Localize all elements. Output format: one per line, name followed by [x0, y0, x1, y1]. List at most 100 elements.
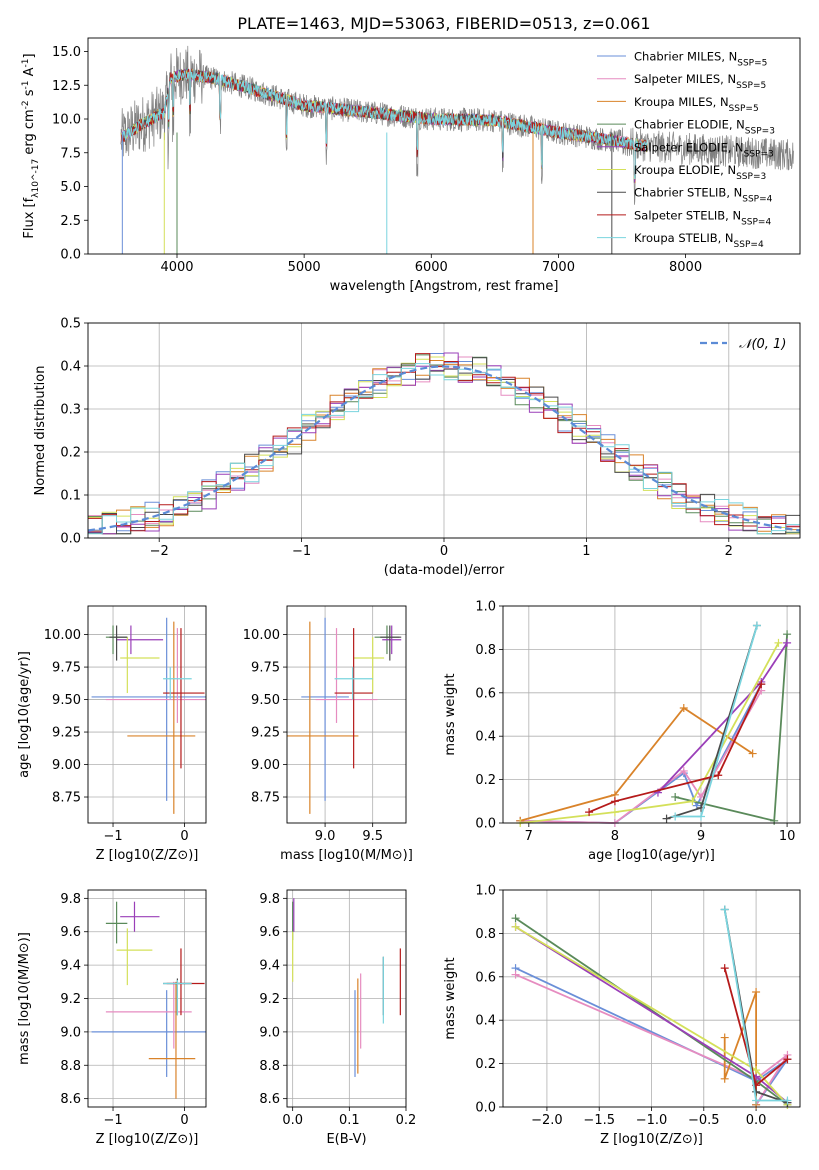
- mass-vs-Z-xlabel: Z [log10(Z/Z⊙)]: [96, 1132, 199, 1147]
- weight-vs-Z-marker: [720, 1033, 729, 1042]
- legend-label: Kroupa MILES, NSSP=5: [634, 95, 759, 114]
- weight-vs-Z-ytick-label: 0.8: [475, 927, 496, 942]
- weight-vs-Z-xlabel: Z [log10(Z/Z⊙)]: [600, 1132, 703, 1147]
- weight-vs-age-marker: [679, 703, 688, 712]
- mass-vs-Z-ylabel: mass [log10(M/M⊙)]: [17, 932, 32, 1065]
- age-vs-mass-ytick-label: 9.00: [251, 758, 280, 773]
- residuals-xtick-label: 1: [582, 544, 590, 559]
- residuals-xlabel: (data-model)/error: [384, 563, 505, 578]
- weight-vs-Z-ytick-label: 0.2: [475, 1057, 496, 1072]
- weight-vs-age-xtick-label: 9: [697, 829, 705, 844]
- spectrum-xtick-label: 8000: [669, 260, 702, 275]
- weight-vs-age-xtick-label: 8: [611, 829, 619, 844]
- age-vs-Z-point: [127, 621, 196, 814]
- spectrum-ytick-label: 5.0: [60, 180, 81, 195]
- weight-vs-age-marker: [697, 812, 705, 821]
- weight-vs-age-marker: [714, 771, 723, 780]
- mass-vs-Z-ytick-label: 9.6: [60, 925, 81, 940]
- age-vs-mass-point: [382, 625, 402, 655]
- residuals-ytick-label: 0.3: [60, 403, 81, 418]
- residuals-ytick-label: 0.5: [60, 317, 81, 332]
- residuals-xtick-label: 2: [725, 544, 733, 559]
- age-vs-mass-point: [287, 621, 359, 814]
- weight-vs-age-xlabel: age [log10(age/yr)]: [588, 848, 715, 863]
- age-vs-mass-xtick-label: 9.0: [315, 829, 336, 844]
- weight-vs-age-ytick-label: 0.4: [475, 730, 496, 745]
- spectrum-ytick-label: 12.5: [52, 79, 81, 94]
- mass-vs-EBV-xtick-label: 0.2: [396, 1113, 417, 1128]
- residuals-xtick-label: 0: [440, 544, 448, 559]
- weight-vs-Z-marker: [752, 1066, 761, 1075]
- spectrum-xtick-label: 7000: [542, 260, 575, 275]
- spectrum-xtick-label: 5000: [288, 260, 321, 275]
- residuals-histogram: [88, 363, 800, 535]
- legend-label: Salpeter MILES, NSSP=5: [634, 72, 766, 91]
- legend-label: Chabrier STELIB, NSSP=4: [634, 186, 773, 205]
- age-vs-mass-point: [301, 617, 349, 801]
- age-vs-mass-xtick-label: 9.5: [362, 829, 383, 844]
- weight-vs-Z-xtick-label: −1.0: [636, 1113, 668, 1128]
- residuals-histogram: [88, 357, 800, 535]
- residuals-ytick-label: 0.0: [60, 532, 81, 547]
- weight-vs-Z-line: [723, 991, 757, 1105]
- age-vs-mass-point: [334, 667, 373, 700]
- spectrum-model-line: [120, 69, 648, 184]
- weight-vs-Z-marker: [752, 1096, 761, 1105]
- mass-vs-Z-xtick-label: −1: [103, 1113, 122, 1128]
- age-vs-Z-ytick-label: 8.75: [52, 791, 81, 806]
- weight-vs-age-marker: [662, 814, 671, 823]
- age-vs-Z-point: [116, 625, 164, 655]
- spectrum-ytick-label: 15.0: [52, 45, 81, 60]
- weight-vs-Z-xtick-label: −2.0: [531, 1113, 563, 1128]
- spectrum-xtick-label: 4000: [160, 260, 193, 275]
- spectrum-model-line: [120, 68, 648, 183]
- normal-curve: [87, 365, 801, 532]
- mass-vs-Z-ytick-label: 8.6: [60, 1092, 81, 1107]
- legend-label: Chabrier MILES, NSSP=5: [634, 50, 767, 69]
- weight-vs-Z-ytick-label: 0.6: [475, 970, 496, 985]
- weight-vs-Z-marker: [511, 914, 520, 923]
- spectrum-model-line: [120, 69, 648, 180]
- age-vs-Z-point: [105, 628, 206, 723]
- weight-vs-age-line: [519, 706, 754, 822]
- legend-label: Kroupa STELIB, NSSP=4: [634, 231, 764, 250]
- mass-vs-Z-axes: −1 0 8.6 8.8 9.0 9.2 9.4 9.6 9.8: [60, 890, 206, 1128]
- mass-vs-Z-point: [91, 990, 206, 1077]
- weight-vs-Z-marker: [752, 987, 761, 996]
- age-vs-mass-ytick-label: 8.75: [251, 791, 280, 806]
- weight-vs-age-marker: [688, 797, 697, 806]
- spectrum-ytick-label: 0.0: [60, 248, 81, 263]
- age-vs-mass-point: [380, 625, 402, 661]
- weight-vs-age-marker: [585, 808, 594, 817]
- mass-vs-EBV-ytick-label: 9.2: [259, 992, 280, 1007]
- mass-vs-EBV-axes: 0.0 0.1 0.2 8.6 8.8 9.0 9.2 9.4 9.6 9.8: [259, 890, 416, 1128]
- mass-vs-EBV-ytick-label: 8.6: [259, 1092, 280, 1107]
- mass-vs-Z-point: [105, 981, 192, 1049]
- spectrum-ytick-label: 7.5: [60, 146, 81, 161]
- weight-vs-age-line: [520, 642, 780, 824]
- spectrum-model-line: [120, 67, 648, 183]
- weight-vs-age-xtick-label: 10: [779, 829, 796, 844]
- mass-vs-Z-point: [116, 928, 153, 986]
- age-vs-mass-frame: [286, 605, 407, 824]
- mass-vs-EBV-xtick-label: 0.1: [339, 1113, 360, 1128]
- mass-vs-Z-point: [163, 980, 192, 1016]
- mass-vs-Z-ytick-label: 9.4: [60, 959, 81, 974]
- weight-vs-Z-ytick-label: 1.0: [475, 884, 496, 899]
- mass-vs-Z-frame: [87, 889, 207, 1108]
- age-vs-Z-ytick-label: 9.50: [52, 693, 81, 708]
- age-vs-mass-point: [353, 637, 385, 694]
- weight-vs-age-ylabel: mass weight: [443, 673, 458, 755]
- mass-vs-Z-xtick-label: 0: [180, 1113, 188, 1128]
- mass-vs-Z-ytick-label: 9.0: [60, 1025, 81, 1040]
- mass-vs-EBV-ytick-label: 9.4: [259, 959, 280, 974]
- legend-label: Salpeter ELODIE, NSSP=3: [634, 140, 774, 159]
- weight-vs-Z-xtick-label: −1.5: [583, 1113, 615, 1128]
- age-vs-Z-ytick-label: 10.00: [44, 628, 81, 643]
- age-vs-Z-axes: −1 0 8.75 9.00 9.25 9.50 9.75 10.00: [44, 606, 206, 844]
- age-vs-Z-point: [120, 637, 160, 694]
- weight-vs-age-marker: [748, 749, 757, 758]
- age-vs-Z-ytick-label: 9.75: [52, 661, 81, 676]
- mass-vs-Z-point: [166, 948, 205, 1016]
